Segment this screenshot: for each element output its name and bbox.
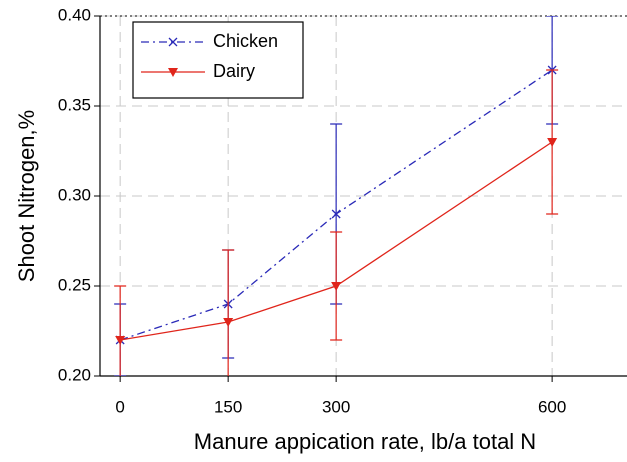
plot-area — [114, 16, 559, 376]
series-line — [120, 141, 553, 341]
legend-box — [132, 21, 304, 99]
series-line — [119, 69, 553, 341]
marker — [115, 336, 126, 345]
marker — [168, 37, 178, 47]
marker — [331, 282, 342, 291]
x-tick-label: 150 — [214, 397, 242, 416]
y-tick-label: 0.20 — [58, 365, 91, 384]
y-tick-label: 0.40 — [58, 5, 91, 24]
marker — [547, 138, 558, 147]
y-axis-label: Shoot Nitrogen,% — [14, 110, 39, 282]
marker — [168, 68, 178, 77]
marker — [223, 318, 234, 327]
legend-label: Dairy — [213, 61, 255, 81]
legend-label: Chicken — [213, 31, 278, 51]
x-axis-label: Manure appication rate, lb/a total N — [194, 429, 536, 454]
y-tick-label: 0.30 — [58, 185, 91, 204]
marker — [331, 209, 341, 219]
x-tick-label: 600 — [538, 397, 566, 416]
x-tick-label: 300 — [322, 397, 350, 416]
y-tick-label: 0.25 — [58, 275, 91, 294]
x-tick-label: 0 — [115, 397, 124, 416]
y-tick-label: 0.35 — [58, 95, 91, 114]
